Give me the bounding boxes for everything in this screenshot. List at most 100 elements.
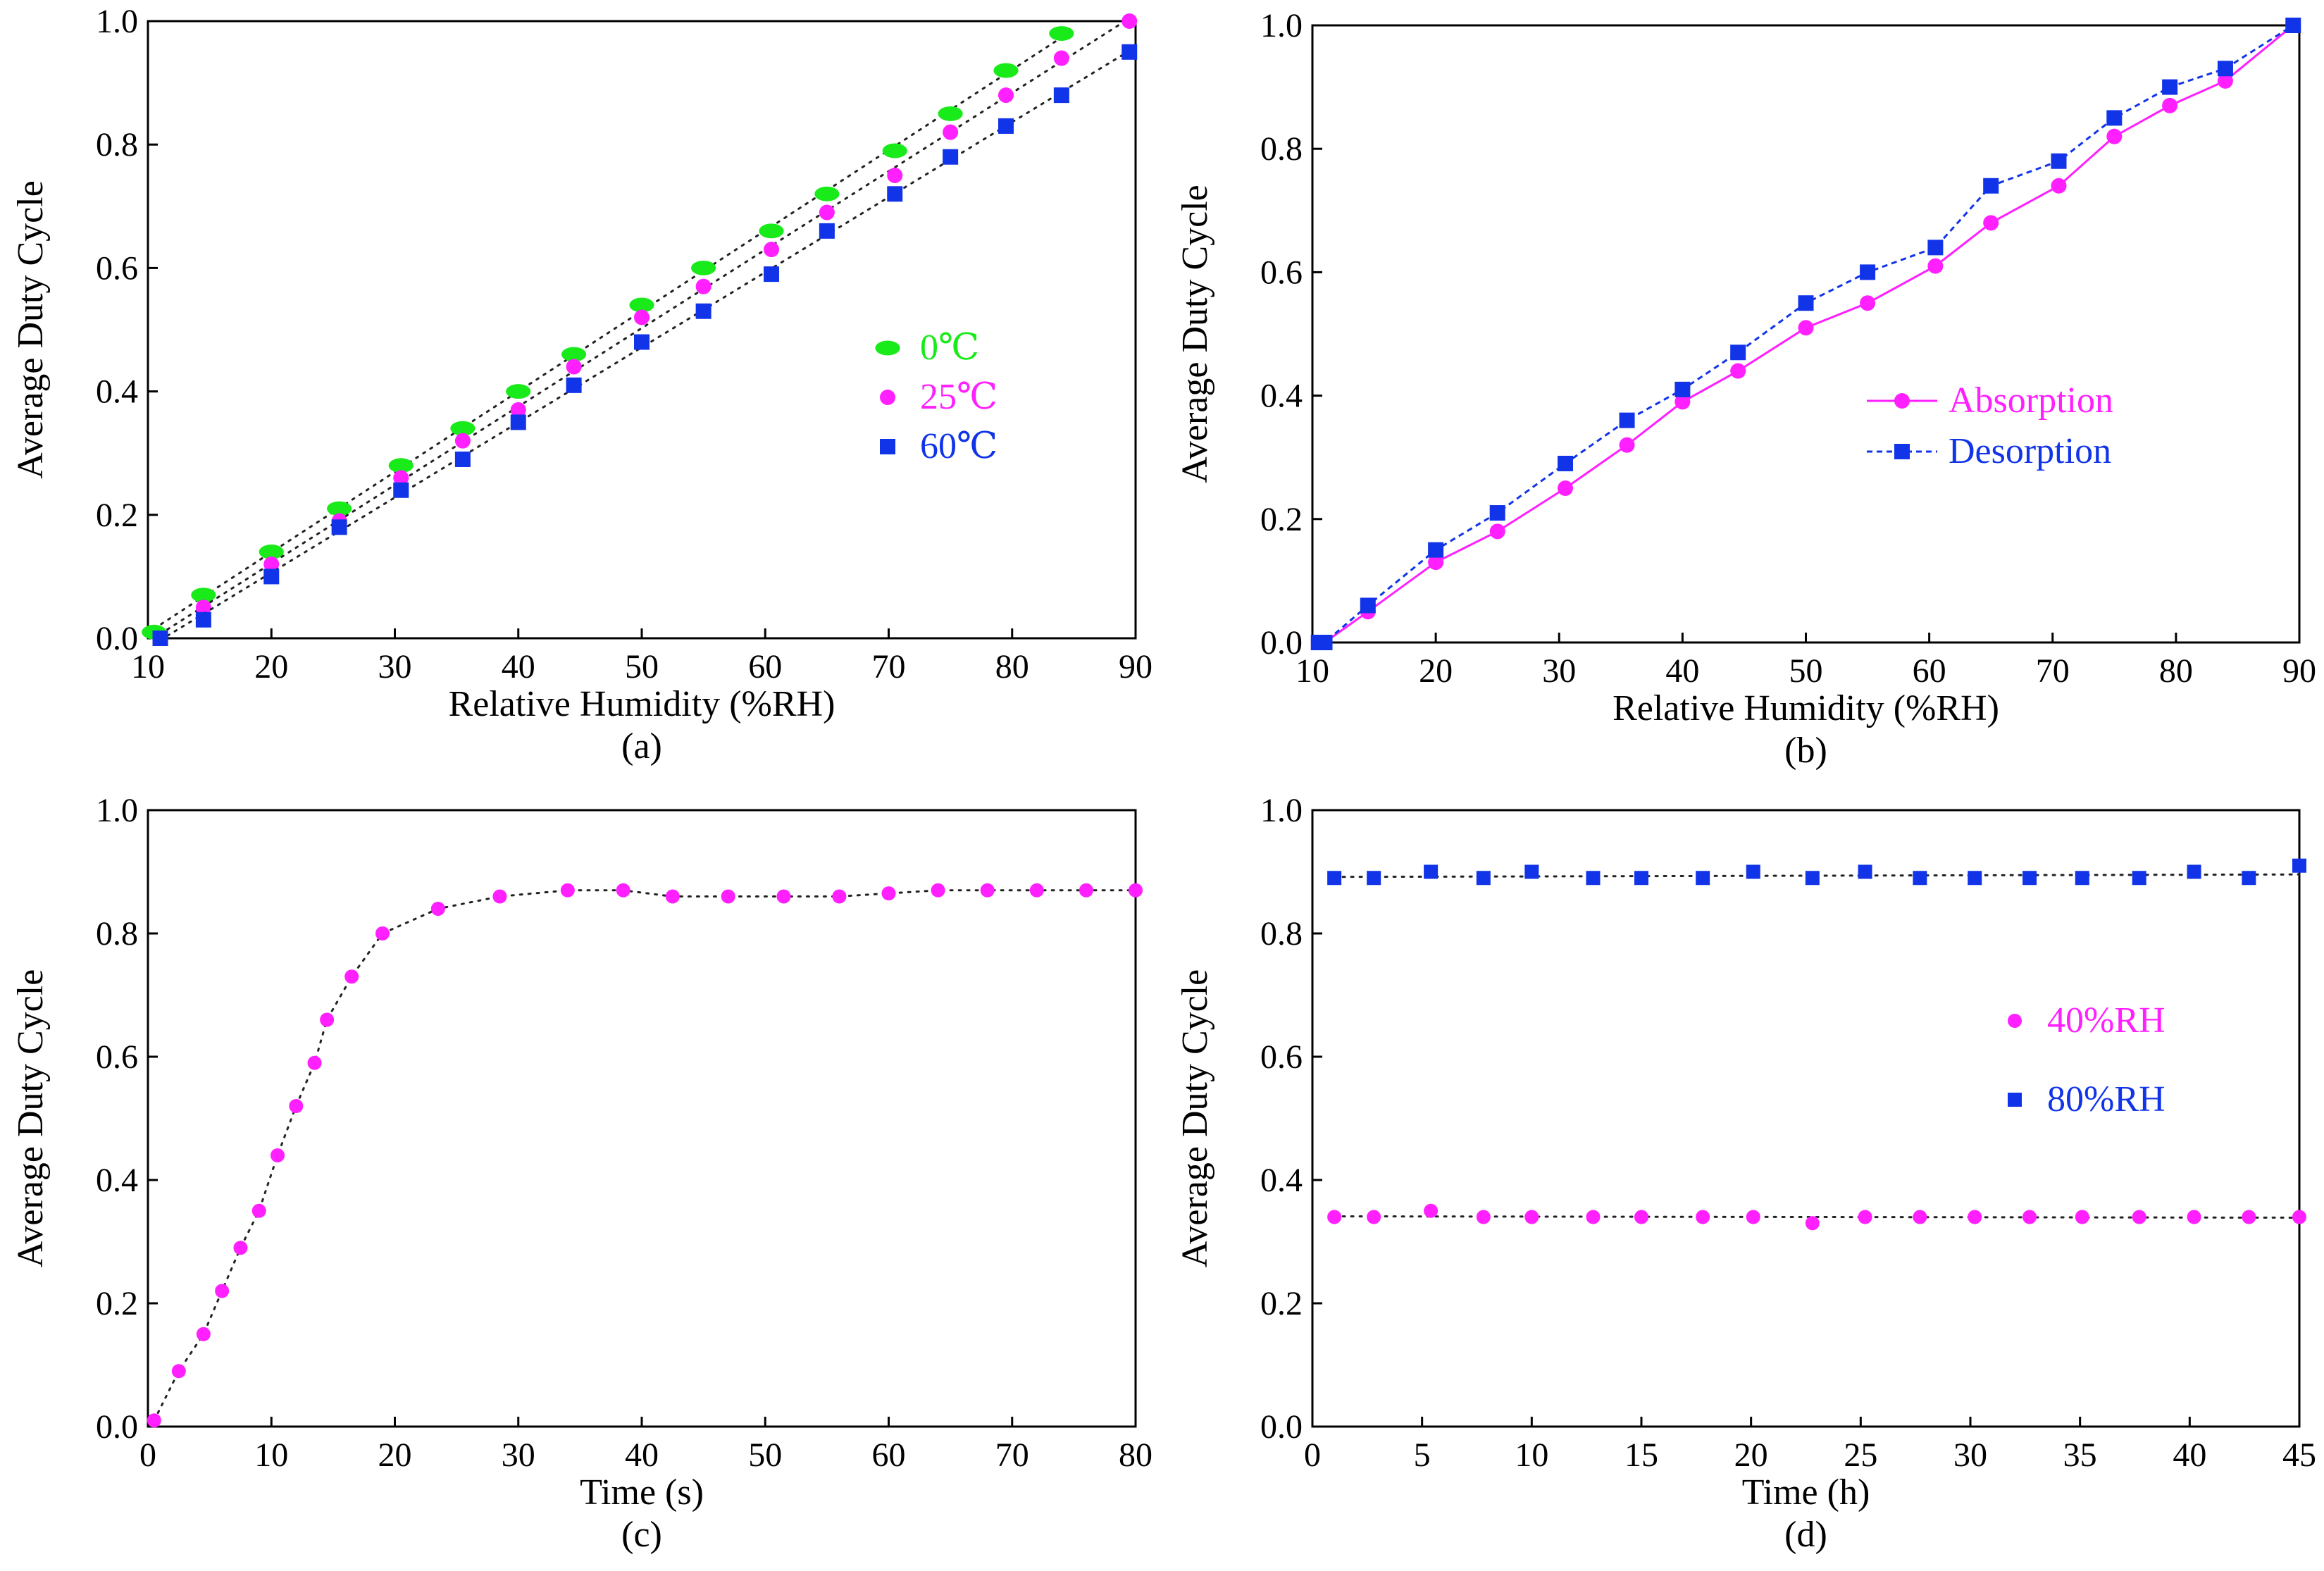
series-40-rh <box>1327 1203 2306 1231</box>
y-tick-label: 0.0 <box>96 1408 138 1446</box>
data-point <box>1730 344 1746 361</box>
x-tick-label: 20 <box>1734 1436 1768 1474</box>
data-point <box>819 204 835 221</box>
panel-b-absorption-desorption: 10 20 30 40 50 60 70 80 90 0.0 0.2 0.4 0.6 0.8 1.0 Rela… <box>1175 7 2316 771</box>
x-tick-label: 35 <box>2063 1436 2097 1474</box>
data-point <box>344 969 359 984</box>
data-point <box>721 889 735 904</box>
data-point <box>307 1055 322 1070</box>
x-tick-label: 70 <box>872 648 906 685</box>
legend-entry: 60℃ <box>880 426 998 466</box>
data-point <box>2075 871 2089 886</box>
x-tick-label: 80 <box>995 648 1029 685</box>
panel-c-response-time: 0 10 20 30 40 50 60 70 80 0.0 0.2 0.4 0.6 0.8 1.0 Time … <box>11 792 1152 1555</box>
data-point <box>998 118 1014 134</box>
series-response <box>147 883 1143 1428</box>
data-point <box>1029 883 1044 898</box>
y-tick-label: 0.2 <box>96 497 138 534</box>
series-desorption <box>1310 18 2301 650</box>
data-point <box>776 889 791 904</box>
data-point <box>980 883 995 898</box>
x-tick-label: 5 <box>1414 1436 1431 1474</box>
data-point <box>2075 1210 2089 1224</box>
data-point <box>506 384 531 399</box>
data-point <box>263 556 280 572</box>
plot-frame <box>1311 809 2301 1428</box>
data-point <box>2051 153 2067 169</box>
series-60- <box>152 44 1138 646</box>
legend-marker <box>880 390 895 405</box>
data-point <box>1049 26 1074 41</box>
data-point <box>1489 505 1505 521</box>
legend-label: Desorption <box>1949 431 2111 471</box>
data-point <box>691 260 716 275</box>
data-point <box>147 1413 161 1428</box>
data-point <box>327 501 352 516</box>
x-tick-label: 15 <box>1624 1436 1658 1474</box>
data-point <box>1586 871 1601 886</box>
data-point <box>1968 1210 1982 1224</box>
data-point <box>1860 264 1876 280</box>
data-point <box>1913 871 1927 886</box>
y-axis-label: Average Duty Cycle <box>11 969 51 1268</box>
legend-entry: Desorption <box>1867 431 2111 471</box>
data-point <box>259 544 284 559</box>
data-point <box>2162 97 2178 113</box>
data-point <box>943 124 959 140</box>
data-point <box>1983 178 1999 194</box>
data-point <box>2106 110 2123 126</box>
data-point <box>2217 73 2233 89</box>
data-point <box>454 451 471 467</box>
x-tick-label: 50 <box>748 1436 782 1474</box>
fit-curve <box>153 889 1137 1422</box>
data-point <box>2242 871 2256 886</box>
data-point <box>1634 1210 1648 1224</box>
y-tick-label: 0.4 <box>1260 378 1303 415</box>
legend-label: 0℃ <box>920 328 979 368</box>
x-axis-label: Relative Humidity (%RH) <box>1612 688 1999 728</box>
data-point <box>251 1203 266 1218</box>
data-point <box>195 611 211 628</box>
data-point <box>814 186 840 201</box>
data-point <box>1696 871 1710 886</box>
x-tick-label: 0 <box>1304 1436 1321 1474</box>
data-point <box>1317 635 1333 650</box>
panel-label: (c) <box>621 1515 662 1555</box>
x-tick-label: 40 <box>1665 652 1699 690</box>
data-point <box>1586 1210 1601 1224</box>
data-point <box>1674 381 1691 397</box>
data-point <box>1619 437 1635 453</box>
y-tick-label: 0.8 <box>96 915 138 952</box>
data-point <box>1968 871 1982 886</box>
legend-marker <box>880 439 895 454</box>
legend-marker <box>2008 1093 2022 1107</box>
y-tick-label: 1.0 <box>96 3 138 40</box>
data-point <box>1424 1203 1438 1218</box>
data-point <box>195 600 211 616</box>
data-point <box>215 1284 230 1298</box>
x-tick-label: 10 <box>1515 1436 1548 1474</box>
x-tick-label: 25 <box>1844 1436 1877 1474</box>
x-tick-label: 30 <box>1542 652 1576 690</box>
data-point <box>629 297 654 313</box>
x-axis-label: Relative Humidity (%RH) <box>449 684 835 724</box>
x-tick-label: 60 <box>1913 652 1946 690</box>
data-point <box>510 414 526 430</box>
data-point <box>196 1327 211 1341</box>
legend-label: 40%RH <box>2047 1000 2165 1041</box>
data-point <box>566 359 582 375</box>
data-point <box>2242 1210 2256 1224</box>
x-tick-label: 40 <box>2173 1436 2206 1474</box>
plot-frame <box>147 809 1137 1428</box>
y-tick-label: 0.4 <box>96 373 138 411</box>
y-tick-label: 0.8 <box>96 126 138 163</box>
x-tick-label: 30 <box>378 648 412 685</box>
x-tick-label: 20 <box>1419 652 1453 690</box>
data-point <box>881 886 896 901</box>
data-point <box>1360 597 1376 614</box>
data-point <box>1367 871 1381 886</box>
x-tick-label: 10 <box>254 1436 288 1474</box>
x-tick-label: 10 <box>131 648 165 685</box>
y-tick-label: 0.2 <box>96 1285 138 1322</box>
data-point <box>2162 79 2178 95</box>
